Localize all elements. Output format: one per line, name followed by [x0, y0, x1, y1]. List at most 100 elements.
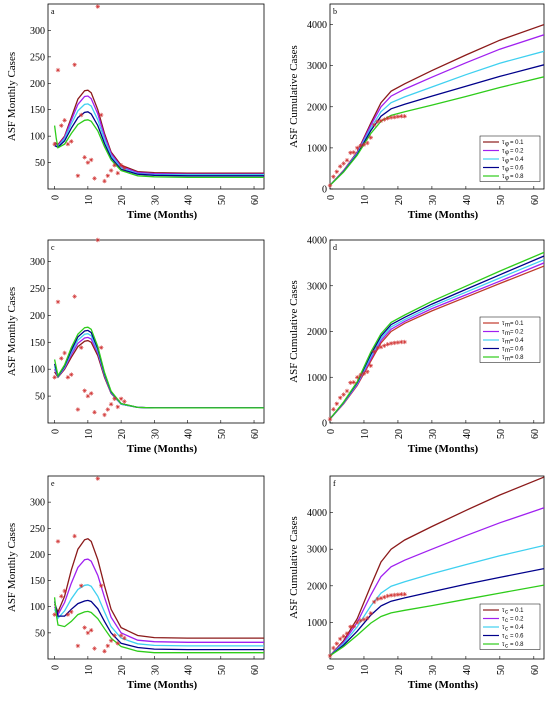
observed-point-stroke [358, 618, 363, 623]
observed-point [392, 114, 397, 120]
y-tick-label: 0 [322, 185, 327, 196]
observed-point-stroke [69, 610, 74, 614]
observed-point [368, 611, 373, 616]
observed-point-stroke [331, 407, 336, 412]
observed-point-stroke [341, 161, 346, 166]
observed-point-stroke [348, 625, 353, 629]
x-tick-label: 10 [84, 665, 95, 675]
y-axis-label: ASF Cumulative Cases [288, 516, 300, 619]
x-tick-label: 10 [360, 429, 371, 439]
x-tick-label: 0 [51, 195, 62, 200]
y-tick-label: 4000 [307, 20, 327, 31]
legend-symbol: τ [502, 338, 505, 344]
observed-point [98, 112, 104, 118]
legend-subscript: φ [505, 159, 509, 165]
observed-point-stroke [389, 115, 393, 120]
observed-point-stroke [82, 155, 87, 160]
observed-point [351, 150, 356, 155]
observed-point [62, 588, 67, 594]
series-line-3 [54, 103, 264, 176]
observed-point-stroke [72, 534, 77, 538]
x-tick-label: 0 [51, 665, 62, 670]
panel-d: d 0 10 20 30 40 50 60 0 1000 2000 3000 4000 Time (Mon… [288, 236, 545, 455]
observed-point [102, 178, 107, 184]
observed-point [112, 396, 117, 401]
legend-label: = 0.2 [510, 617, 524, 623]
observed-point-stroke [335, 641, 339, 646]
series-line-2 [330, 507, 544, 657]
x-tick-label: 60 [530, 429, 541, 439]
observed-point-stroke [99, 584, 103, 588]
legend-subscript: c [505, 644, 508, 650]
observed-point-stroke [328, 654, 332, 658]
observed-point-stroke [72, 294, 77, 299]
observed-point-stroke [385, 116, 390, 121]
legend-symbol: τ [502, 149, 505, 155]
observed-point-stroke [52, 375, 57, 380]
observed-point-stroke [362, 371, 366, 376]
y-tick-label: 50 [35, 158, 45, 169]
x-tick-label: 10 [84, 195, 95, 205]
legend-subscript: φ [505, 150, 509, 156]
observed-point [92, 410, 97, 415]
observed-point [361, 142, 367, 147]
observed-point [59, 594, 64, 599]
observed-point [108, 168, 114, 173]
series-line-5 [330, 251, 544, 420]
series-line-4 [53, 599, 264, 651]
y-tick-label: 2000 [307, 581, 327, 592]
observed-point-stroke [69, 139, 74, 144]
observed-point [75, 173, 81, 179]
observed-point [78, 583, 84, 588]
legend-subscript: m [505, 331, 510, 337]
observed-point [378, 118, 384, 124]
observed-point [95, 4, 101, 9]
legend-label: = 0.2 [510, 330, 524, 336]
observed-point [351, 380, 356, 385]
observed-point-stroke [352, 150, 356, 155]
observed-point-stroke [379, 345, 383, 349]
observed-point [105, 643, 111, 649]
y-axis-label: ASF Cumulative Cases [288, 280, 300, 383]
y-tick-label: 4000 [307, 508, 327, 519]
y-tick-label: 200 [30, 79, 45, 90]
observed-point [108, 638, 114, 643]
observed-point-stroke [389, 341, 393, 346]
observed-point-stroke [59, 356, 64, 361]
observed-point-stroke [382, 343, 387, 348]
legend-symbol: τ [502, 321, 505, 327]
x-tick-label: 40 [462, 195, 473, 205]
x-tick-label: 20 [117, 665, 128, 675]
legend-subscript: m [505, 357, 510, 363]
y-tick-label: 3000 [307, 545, 327, 556]
plot-frame [329, 475, 545, 660]
observed-point [372, 599, 377, 605]
legend-subscript: c [505, 610, 508, 616]
observed-point-stroke [96, 238, 100, 242]
legend-label: = 0.6 [510, 347, 524, 353]
series-line-4 [330, 567, 544, 657]
observed-point [355, 375, 360, 380]
observed-point-stroke [345, 631, 349, 636]
observed-point [365, 615, 370, 621]
y-tick-label: 100 [30, 602, 45, 613]
y-tick-label: 200 [30, 550, 45, 561]
observed-point-stroke [52, 612, 57, 617]
observed-point [108, 402, 114, 407]
observed-point-stroke [89, 158, 93, 162]
y-tick-label: 250 [30, 52, 45, 63]
observed-point-stroke [102, 179, 107, 183]
x-tick-label: 20 [394, 665, 405, 675]
observed-point-stroke [116, 171, 120, 175]
y-tick-label: 250 [30, 284, 45, 295]
observed-point-stroke [335, 402, 339, 406]
observed-point [365, 140, 370, 146]
observed-point [95, 237, 101, 243]
x-tick-label: 60 [530, 665, 541, 675]
observed-point-stroke [76, 644, 80, 648]
x-tick-label: 30 [150, 665, 161, 675]
observed-point [348, 150, 353, 156]
y-tick-label: 50 [35, 392, 45, 403]
observed-point [372, 349, 377, 354]
observed-point-stroke [345, 389, 349, 393]
